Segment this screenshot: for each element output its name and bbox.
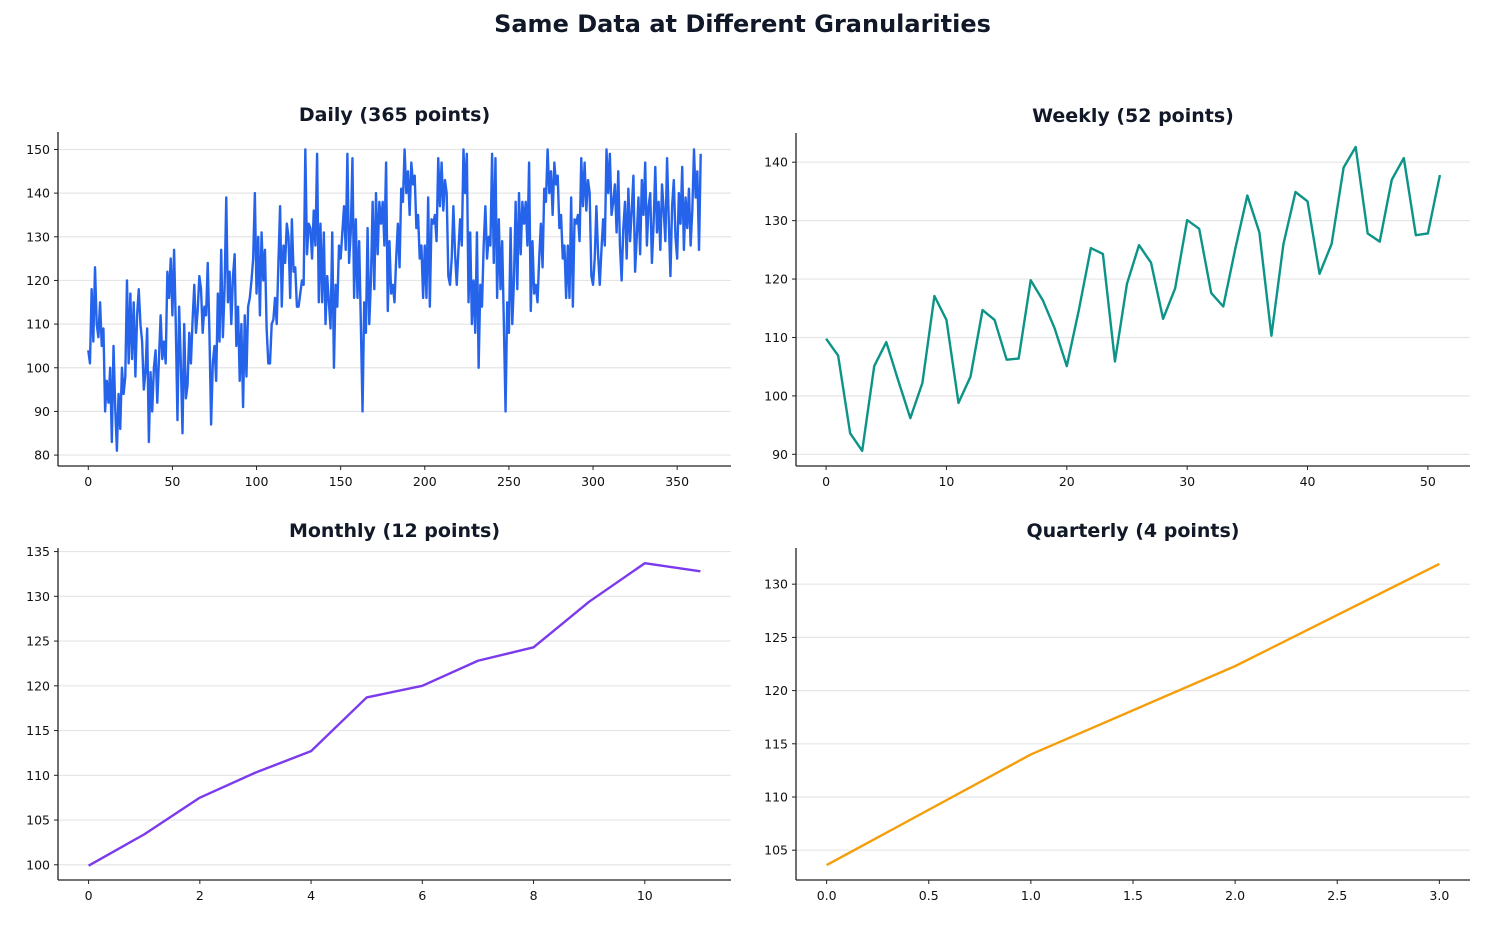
x-tick-label: 2.0 [1225,888,1245,903]
figure-title: Same Data at Different Granularities [494,10,991,38]
x-tick-label: 100 [245,474,269,489]
x-tick-label: 2.5 [1327,888,1347,903]
weekly-title: Weekly (52 points) [1032,105,1234,127]
y-tick-label: 110 [26,317,50,332]
x-tick-label: 4 [307,888,315,903]
y-tick-label: 80 [34,448,50,463]
y-tick-label: 130 [26,229,50,244]
y-tick-label: 150 [26,142,50,157]
y-tick-label: 135 [26,544,50,559]
weekly-panel: 90 100 110 120 130 140 0 10 20 30 40 50 Weekly (52 p… [764,105,1470,489]
monthly-panel: 100 105 110 115 120 125 130 135 0 2 4 6 8 10 Monthly (… [26,520,731,903]
quarterly-series-line [826,562,1440,867]
y-tick-label: 100 [764,388,788,403]
y-tick-label: 115 [764,736,788,751]
x-tick-label: 1.5 [1123,888,1143,903]
weekly-series-line [825,145,1442,453]
x-tick-label: 10 [637,888,653,903]
monthly-title: Monthly (12 points) [289,520,500,542]
y-tick-label: 90 [772,447,788,462]
x-tick-label: 350 [665,474,689,489]
x-tick-label: 0.0 [817,888,837,903]
daily-title: Daily (365 points) [299,104,490,126]
x-tick-label: 50 [1420,474,1436,489]
y-tick-label: 90 [34,404,50,419]
x-tick-label: 10 [938,474,954,489]
x-tick-label: 3.0 [1429,888,1449,903]
monthly-series-line [88,562,701,867]
x-tick-label: 200 [413,474,437,489]
daily-panel: 80 90 100 110 120 130 140 150 0 50 100 150 200 250 300… [26,104,731,489]
x-tick-label: 2 [196,888,204,903]
quarterly-title: Quarterly (4 points) [1026,520,1239,542]
y-tick-label: 105 [26,813,50,828]
y-tick-label: 110 [26,768,50,783]
y-tick-label: 120 [764,683,788,698]
x-tick-label: 0 [84,474,92,489]
y-tick-label: 130 [764,577,788,592]
x-tick-label: 30 [1179,474,1195,489]
y-tick-label: 110 [764,790,788,805]
x-tick-label: 40 [1300,474,1316,489]
y-tick-label: 100 [26,360,50,375]
y-tick-label: 120 [764,272,788,287]
x-tick-label: 0 [822,474,830,489]
x-tick-label: 50 [164,474,180,489]
y-tick-label: 140 [764,155,788,170]
y-tick-label: 125 [26,634,50,649]
x-tick-label: 6 [418,888,426,903]
x-tick-label: 20 [1059,474,1075,489]
daily-series-line [87,148,702,452]
y-tick-label: 140 [26,186,50,201]
x-tick-label: 300 [581,474,605,489]
x-tick-label: 250 [497,474,521,489]
y-tick-label: 115 [26,723,50,738]
y-tick-label: 105 [764,843,788,858]
y-tick-label: 100 [26,857,50,872]
y-tick-label: 110 [764,330,788,345]
x-tick-label: 8 [530,888,538,903]
y-tick-label: 130 [764,213,788,228]
y-tick-label: 130 [26,589,50,604]
y-tick-label: 120 [26,273,50,288]
x-tick-label: 0 [85,888,93,903]
y-tick-label: 120 [26,678,50,693]
x-tick-label: 1.0 [1021,888,1041,903]
quarterly-panel: 105 110 115 120 125 130 0.0 0.5 1.0 1.5 2.0 2.5 3.0 Q… [764,520,1470,903]
y-tick-label: 125 [764,630,788,645]
x-tick-label: 0.5 [919,888,939,903]
x-tick-label: 150 [329,474,353,489]
